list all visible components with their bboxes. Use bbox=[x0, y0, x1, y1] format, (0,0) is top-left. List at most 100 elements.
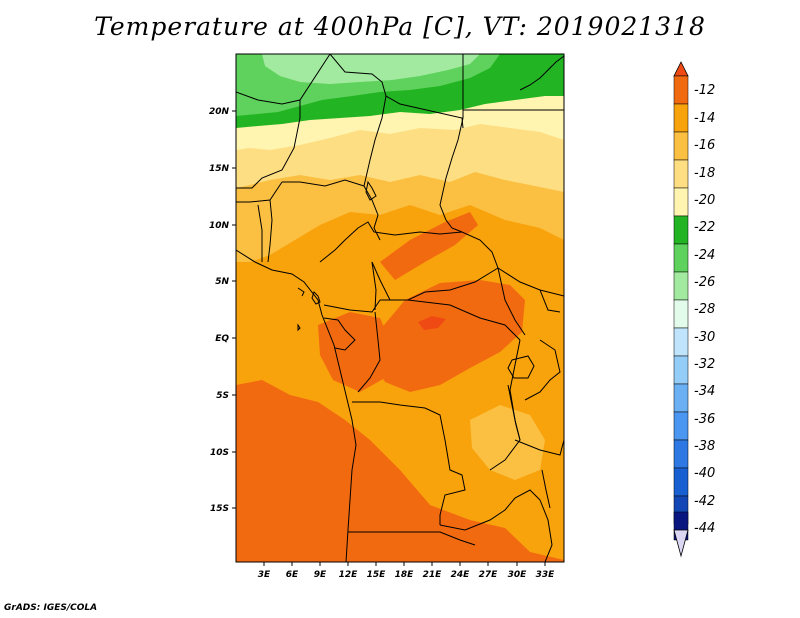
colorbar-segment bbox=[673, 355, 689, 385]
field-warm-spot bbox=[418, 316, 446, 330]
lon-label: 27E bbox=[479, 570, 499, 580]
field-warm-streak-mid bbox=[440, 285, 505, 312]
colorbar-label: -42 bbox=[694, 494, 715, 509]
colorbar-label: -38 bbox=[694, 439, 715, 454]
colorbar-label: -36 bbox=[694, 412, 715, 427]
border-zambia bbox=[439, 489, 541, 531]
colorbar-label: -12 bbox=[694, 83, 715, 98]
map-title: Temperature at 400hPa [C], VT: 201902131… bbox=[94, 12, 706, 41]
border-kenya bbox=[524, 339, 561, 401]
lat-label: EQ bbox=[215, 334, 229, 344]
lon-label: 30E bbox=[508, 570, 528, 580]
colorbar-label: -28 bbox=[694, 302, 715, 317]
border-nigeria-cameroon bbox=[319, 221, 375, 263]
red-sea-coast bbox=[519, 55, 564, 91]
boundaries bbox=[236, 54, 564, 562]
lat-label: 15S bbox=[210, 504, 229, 514]
colorbar-segment bbox=[673, 299, 689, 329]
border-sudan-south bbox=[497, 267, 564, 297]
colorbar-segment bbox=[673, 243, 689, 273]
border-congo-drc bbox=[357, 311, 381, 393]
lake-tanganyika bbox=[507, 384, 521, 441]
border-togo bbox=[257, 204, 263, 262]
border-gabon bbox=[323, 317, 356, 351]
border-tanzania bbox=[514, 439, 564, 456]
colorbar-label: -18 bbox=[694, 166, 715, 181]
sao-tome bbox=[297, 323, 301, 332]
field-lobe-18-south bbox=[470, 405, 545, 480]
colorbar-top-arrow bbox=[673, 61, 689, 77]
colorbar-label: -44 bbox=[694, 521, 715, 536]
colorbar-label: -40 bbox=[694, 466, 715, 481]
lake-victoria bbox=[507, 355, 535, 379]
colorbar-segment bbox=[673, 215, 689, 245]
border-cameroon-south bbox=[323, 299, 381, 313]
map-frame bbox=[235, 53, 565, 563]
border-benin-west bbox=[267, 199, 273, 263]
colorbar-label: -22 bbox=[694, 220, 715, 235]
lake-malawi bbox=[541, 469, 551, 509]
colorbar-segment bbox=[673, 271, 689, 301]
colorbar-segment bbox=[673, 103, 689, 133]
lat-label: 5N bbox=[215, 277, 229, 287]
lon-label: 15E bbox=[367, 570, 387, 580]
border-chad-car bbox=[373, 231, 499, 269]
colorbar-label: -20 bbox=[694, 193, 715, 208]
coastline-west bbox=[236, 249, 357, 562]
colorbar-segment bbox=[673, 327, 689, 357]
colorbar-segment bbox=[673, 131, 689, 161]
colorbar-label: -26 bbox=[694, 275, 715, 290]
colorbar-segment bbox=[673, 383, 689, 413]
lat-label: 20N bbox=[209, 107, 230, 117]
border-algeria-libya bbox=[329, 54, 464, 129]
colorbar-label: -32 bbox=[694, 357, 715, 372]
colorbar-label: -14 bbox=[694, 111, 715, 126]
lat-label: 10S bbox=[210, 448, 229, 458]
colorbar-label: -34 bbox=[694, 384, 715, 399]
border-sudan-west bbox=[439, 117, 464, 233]
ethiopia-border bbox=[539, 289, 561, 313]
border-drc-north bbox=[380, 299, 521, 341]
colorbar-segment bbox=[673, 187, 689, 217]
lon-label: 9E bbox=[314, 570, 327, 580]
border-car-congo bbox=[371, 261, 499, 301]
colorbar-segment bbox=[673, 411, 689, 441]
bioko-island bbox=[311, 291, 321, 305]
lat-label: 10N bbox=[209, 221, 230, 231]
lon-label: 33E bbox=[536, 570, 556, 580]
lon-label: 3E bbox=[258, 570, 271, 580]
border-mali-algeria bbox=[236, 54, 331, 105]
colorbar-label: -30 bbox=[694, 330, 715, 345]
lon-label: 12E bbox=[339, 570, 359, 580]
border-nigeria-north bbox=[282, 179, 365, 187]
colorbar-label: -16 bbox=[694, 138, 715, 153]
lake-chad bbox=[365, 180, 377, 201]
colorbar-segment bbox=[673, 467, 689, 497]
border-angola-drc bbox=[439, 439, 466, 525]
field-warm-east-core bbox=[372, 280, 525, 392]
lat-label: 15N bbox=[209, 164, 230, 174]
map-panel bbox=[236, 54, 564, 562]
lon-label: 21E bbox=[423, 570, 443, 580]
border-angola-north bbox=[352, 401, 446, 441]
border-mozambique bbox=[539, 499, 553, 562]
colorbar-label: -24 bbox=[694, 248, 715, 263]
lon-label: 6E bbox=[286, 570, 299, 580]
colorbar-segment bbox=[673, 439, 689, 469]
colorbar-segment bbox=[673, 159, 689, 189]
lat-axis: 20N 15N 10N 5N EQ 5S 10S 15S bbox=[209, 107, 236, 514]
border-niger-mali bbox=[236, 100, 301, 189]
colorbar: -12 -14 -16 -18 -20 -22 -24 -26 -28 -30 … bbox=[673, 61, 715, 558]
colorbar-bottom-arrow bbox=[673, 529, 689, 558]
coastline-detail bbox=[297, 287, 305, 297]
lon-label: 24E bbox=[451, 570, 471, 580]
border-cameroon-east bbox=[371, 261, 377, 311]
border-southsudan-ug bbox=[497, 267, 526, 336]
border-angola-south bbox=[348, 531, 476, 546]
lon-axis: 3E 6E 9E 12E 15E 18E 21E 24E 27E 30E 33E bbox=[258, 562, 555, 580]
lon-label: 18E bbox=[395, 570, 415, 580]
grads-credit: GrADS: IGES/COLA bbox=[4, 603, 98, 613]
colorbar-segment bbox=[673, 75, 689, 105]
border-burkina bbox=[236, 181, 283, 203]
